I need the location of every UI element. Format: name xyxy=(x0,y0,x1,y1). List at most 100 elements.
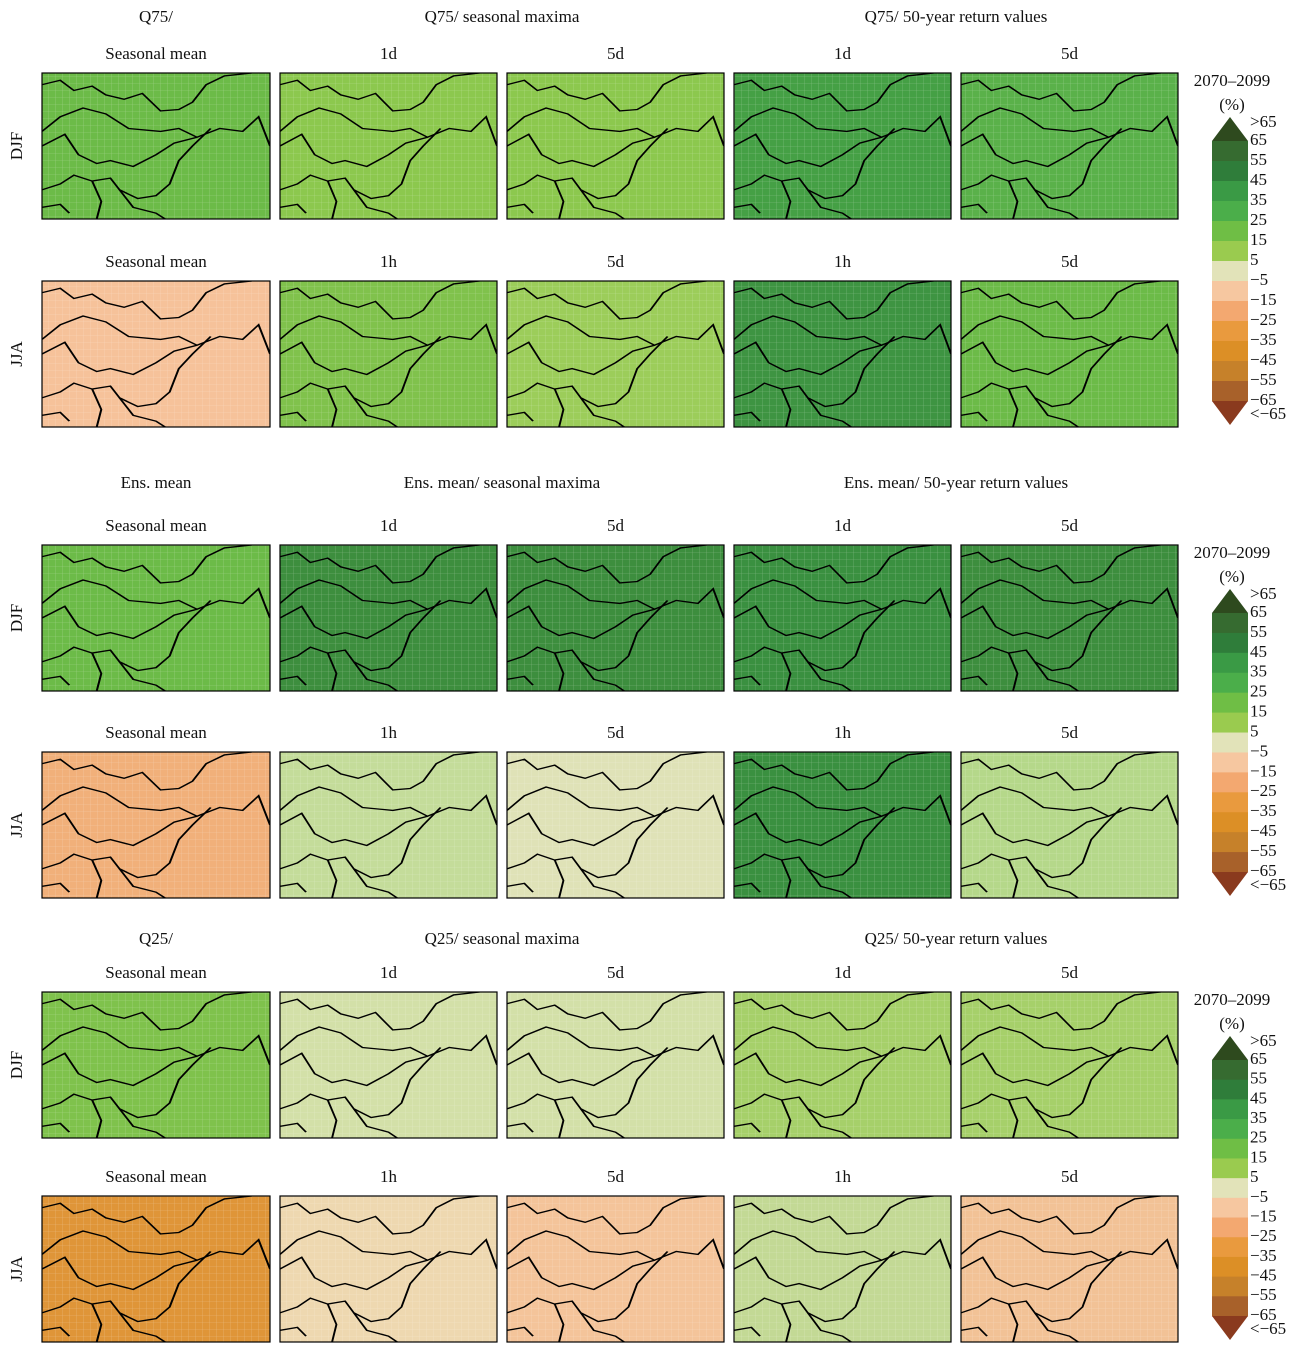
map-grid xyxy=(507,752,724,898)
colorbar-label: 5 xyxy=(1250,250,1259,269)
colorbar-bin xyxy=(1212,261,1248,282)
colorbar-label: >65 xyxy=(1250,584,1277,603)
row-label: DJF xyxy=(7,1051,26,1079)
map-grid xyxy=(42,545,270,691)
panel-title: 1h xyxy=(380,723,398,742)
colorbar-bin xyxy=(1212,1060,1248,1080)
colorbar-bin xyxy=(1212,1139,1248,1159)
map-grid xyxy=(280,1196,497,1342)
panel-title: 1h xyxy=(380,1167,398,1186)
colorbar-unit: (%) xyxy=(1219,567,1244,586)
colorbar-label: −45 xyxy=(1250,350,1277,369)
colorbar-label: 5 xyxy=(1250,721,1259,740)
map-grid xyxy=(507,992,724,1138)
panel-title: 1h xyxy=(834,723,852,742)
colorbar-label: <−65 xyxy=(1250,1319,1286,1338)
group-title: Q75/ xyxy=(139,7,173,26)
group-title: Ens. mean xyxy=(121,473,192,492)
colorbar-label: 5 xyxy=(1250,1167,1259,1186)
colorbar-bin xyxy=(1212,1158,1248,1178)
colorbar-cap xyxy=(1212,117,1248,141)
panel-title: Seasonal mean xyxy=(105,1167,207,1186)
colorbar-bin xyxy=(1212,341,1248,362)
colorbar-label: 25 xyxy=(1250,1128,1267,1147)
map-grid xyxy=(734,1196,951,1342)
panel-title: Seasonal mean xyxy=(105,252,207,271)
panel-title: 5d xyxy=(1061,1167,1079,1186)
panel-title: 1d xyxy=(834,44,852,63)
colorbar-bin xyxy=(1212,653,1248,673)
colorbar-label: <−65 xyxy=(1250,875,1286,894)
panel-title: Seasonal mean xyxy=(105,963,207,982)
map-grid xyxy=(734,281,951,427)
panel-title: Seasonal mean xyxy=(105,44,207,63)
group-title: Ens. mean/ 50-year return values xyxy=(844,473,1068,492)
colorbar-bin xyxy=(1212,832,1248,852)
colorbar-label: −15 xyxy=(1250,290,1277,309)
panel-title: 1d xyxy=(834,963,852,982)
map-grid xyxy=(280,992,497,1138)
colorbar-bin xyxy=(1212,852,1248,872)
group-title: Q75/ 50-year return values xyxy=(865,7,1048,26)
colorbar-label: >65 xyxy=(1250,1031,1277,1050)
map-grid xyxy=(507,1196,724,1342)
colorbar-bin xyxy=(1212,1119,1248,1139)
colorbar-bin xyxy=(1212,181,1248,202)
colorbar-label: −5 xyxy=(1250,1187,1268,1206)
map-grid xyxy=(961,752,1178,898)
colorbar-label: 45 xyxy=(1250,642,1267,661)
colorbar-label: 25 xyxy=(1250,682,1267,701)
map-grid xyxy=(507,73,724,219)
colorbar-bin xyxy=(1212,241,1248,262)
row-label: DJF xyxy=(7,604,26,632)
colorbar-label: −55 xyxy=(1250,841,1277,860)
row-label: DJF xyxy=(7,132,26,160)
colorbar-bin xyxy=(1212,713,1248,733)
panel-title: 1d xyxy=(380,516,398,535)
colorbar-title: 2070–2099 xyxy=(1194,543,1271,562)
colorbar-bin xyxy=(1212,1099,1248,1119)
map-grid xyxy=(280,281,497,427)
map-grid xyxy=(961,1196,1178,1342)
panel-title: 1d xyxy=(834,516,852,535)
colorbar-bin xyxy=(1212,301,1248,322)
map-grid xyxy=(734,545,951,691)
colorbar-cap xyxy=(1212,401,1248,425)
colorbar-bin xyxy=(1212,201,1248,222)
colorbar-label: 15 xyxy=(1250,702,1267,721)
colorbar-cap xyxy=(1212,589,1248,613)
map-grid xyxy=(507,281,724,427)
colorbar-label: −25 xyxy=(1250,1226,1277,1245)
panel-title: 1h xyxy=(834,1167,852,1186)
colorbar-label: 55 xyxy=(1250,1069,1267,1088)
map-grid xyxy=(507,545,724,691)
colorbar-label: 35 xyxy=(1250,662,1267,681)
colorbar-label: −35 xyxy=(1250,801,1277,820)
map-grid xyxy=(961,73,1178,219)
colorbar-bin xyxy=(1212,221,1248,242)
colorbar-unit: (%) xyxy=(1219,1014,1244,1033)
colorbar-bin xyxy=(1212,1198,1248,1218)
colorbar-cap xyxy=(1212,872,1248,896)
panel-title: 1d xyxy=(380,44,398,63)
colorbar-bin xyxy=(1212,1257,1248,1277)
map-grid xyxy=(734,992,951,1138)
colorbar-bin xyxy=(1212,361,1248,382)
colorbar-bin xyxy=(1212,733,1248,753)
colorbar-bin xyxy=(1212,772,1248,792)
colorbar-label: 65 xyxy=(1250,130,1267,149)
figure: Q75/Q75/ seasonal maximaQ75/ 50-year ret… xyxy=(0,0,1301,1354)
colorbar-label: 45 xyxy=(1250,1088,1267,1107)
map-grid xyxy=(280,73,497,219)
colorbar-bin xyxy=(1212,1237,1248,1257)
map-grid xyxy=(280,545,497,691)
colorbar-label: 35 xyxy=(1250,1108,1267,1127)
row-label: JJA xyxy=(7,1256,26,1282)
map-grid xyxy=(42,73,270,219)
row-label: JJA xyxy=(7,812,26,838)
panel-title: 5d xyxy=(1061,516,1079,535)
group-title: Ens. mean/ seasonal maxima xyxy=(404,473,601,492)
colorbar-bin xyxy=(1212,381,1248,402)
colorbar-bin xyxy=(1212,613,1248,633)
colorbar-label: −15 xyxy=(1250,761,1277,780)
